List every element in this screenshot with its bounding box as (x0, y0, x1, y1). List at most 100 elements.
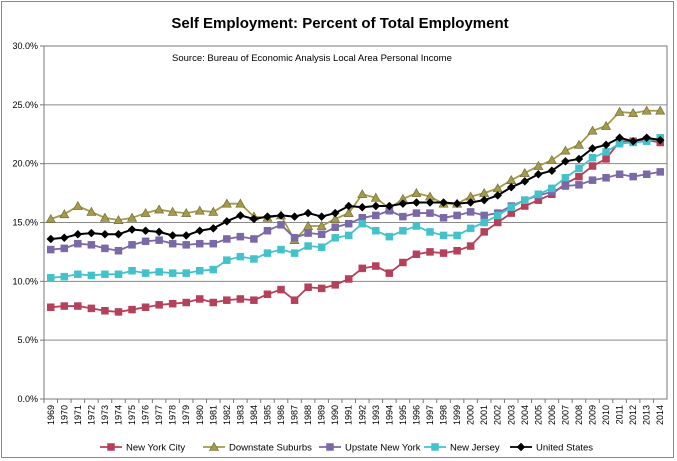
downstate-suburbs-point (411, 187, 422, 197)
new-jersey-point (493, 211, 502, 220)
x-tick-label: 2001 (479, 405, 489, 425)
downstate-suburbs-point (641, 105, 652, 115)
new-york-city-point (290, 296, 299, 304)
new-york-city-point (575, 172, 583, 181)
gridlines (44, 104, 667, 341)
new-jersey-point (236, 252, 245, 261)
new-york-city-point (196, 295, 204, 303)
downstate-suburbs-point (573, 139, 584, 149)
y-tick-label: 5.0% (17, 335, 38, 345)
new-jersey-point (277, 245, 285, 254)
upstate-new-york-point (331, 223, 339, 231)
united-states-point (330, 208, 340, 218)
new-york-city-point (60, 302, 69, 310)
legend-item-united-states: United States (510, 443, 593, 454)
upstate-new-york-point (250, 235, 258, 243)
legend-marker (107, 443, 115, 451)
downstate-suburbs-point (127, 212, 138, 222)
new-jersey-point (304, 242, 312, 250)
upstate-new-york-point (236, 232, 245, 241)
united-states-point (263, 212, 272, 221)
downstate-suburbs-point (208, 206, 219, 216)
x-tick-label: 2011 (615, 405, 625, 424)
new-york-city-point (399, 258, 407, 267)
source-annotation: Source: Bureau of Economic Analysis Loca… (172, 53, 452, 64)
x-tick-label: 2006 (547, 405, 557, 425)
y-tick-label: 10.0% (12, 276, 38, 286)
downstate-suburbs-point (587, 125, 598, 135)
united-states-point (466, 198, 475, 207)
new-york-city-point (101, 307, 109, 315)
x-tick-label: 2013 (642, 405, 652, 425)
united-states-point (87, 228, 96, 238)
new-jersey-point (548, 184, 556, 193)
new-york-city-point (47, 303, 55, 311)
x-tick-label: 1982 (222, 405, 232, 425)
downstate-suburbs-point (370, 192, 381, 202)
upstate-new-york-point (290, 234, 299, 242)
united-states-point (127, 225, 137, 234)
downstate-suburbs-point (72, 200, 83, 210)
downstate-suburbs-point (316, 220, 327, 230)
downstate-suburbs-point (628, 107, 639, 117)
new-jersey-point (74, 270, 82, 279)
united-states-point (59, 233, 69, 243)
downstate-suburbs-point (154, 204, 165, 214)
united-states-point (601, 140, 611, 150)
united-states-point (615, 133, 624, 143)
upstate-new-york-point (168, 239, 177, 248)
new-jersey-point (141, 269, 150, 277)
united-states-point (439, 198, 448, 207)
x-tick-label: 1973 (100, 405, 110, 425)
downstate-suburbs-point (113, 215, 124, 224)
new-york-city-point (114, 308, 123, 316)
united-states-point (588, 144, 597, 153)
new-jersey-point (561, 174, 570, 182)
x-tick-label: 1994 (384, 405, 394, 425)
x-tick-label: 1998 (439, 405, 449, 425)
united-states-point (642, 133, 652, 143)
downstate-suburbs-point (140, 207, 151, 217)
series-downstate-suburbs (45, 105, 666, 244)
new-york-city-point (602, 155, 610, 163)
new-york-city-point (331, 281, 339, 289)
new-york-city-point (304, 283, 312, 291)
x-tick-label: 2012 (628, 405, 638, 425)
upstate-new-york-point (87, 241, 96, 249)
legend-item-downstate-suburbs: Downstate Suburbs (203, 441, 312, 454)
x-tick-label: 2007 (560, 405, 570, 425)
x-tick-label: 2005 (533, 405, 543, 425)
y-tick-label: 30.0% (12, 41, 38, 51)
downstate-suburbs-point (45, 213, 56, 223)
upstate-new-york-point (277, 221, 285, 229)
new-jersey-point (588, 154, 597, 162)
downstate-suburbs-point (181, 207, 192, 217)
x-tick-label: 1996 (411, 405, 421, 425)
x-tick-label: 1986 (276, 405, 286, 425)
chart-title: Self Employment: Percent of Total Employ… (171, 15, 508, 32)
upstate-new-york-point (223, 235, 231, 243)
united-states-point (222, 216, 232, 226)
united-states-point (208, 224, 218, 233)
new-jersey-point (466, 224, 475, 233)
new-jersey-point (602, 148, 610, 156)
new-jersey-point (534, 190, 543, 199)
united-states-point (344, 201, 354, 211)
legend-marker (208, 441, 220, 451)
x-tick-label: 2009 (588, 405, 598, 425)
united-states-point (276, 211, 286, 220)
united-states-point (452, 199, 462, 209)
upstate-new-york-point (439, 214, 448, 222)
series-upstate-new-york (47, 168, 664, 255)
united-states-point (236, 211, 245, 220)
x-tick-label: 1992 (357, 405, 367, 425)
upstate-new-york-point (304, 229, 312, 237)
new-jersey-point (453, 231, 461, 240)
united-states-point (533, 169, 543, 179)
new-jersey-point (426, 228, 434, 236)
new-york-city-point (344, 275, 353, 283)
upstate-new-york-point (47, 245, 55, 254)
upstate-new-york-point (656, 168, 664, 176)
x-tick-label: 1971 (73, 405, 83, 425)
